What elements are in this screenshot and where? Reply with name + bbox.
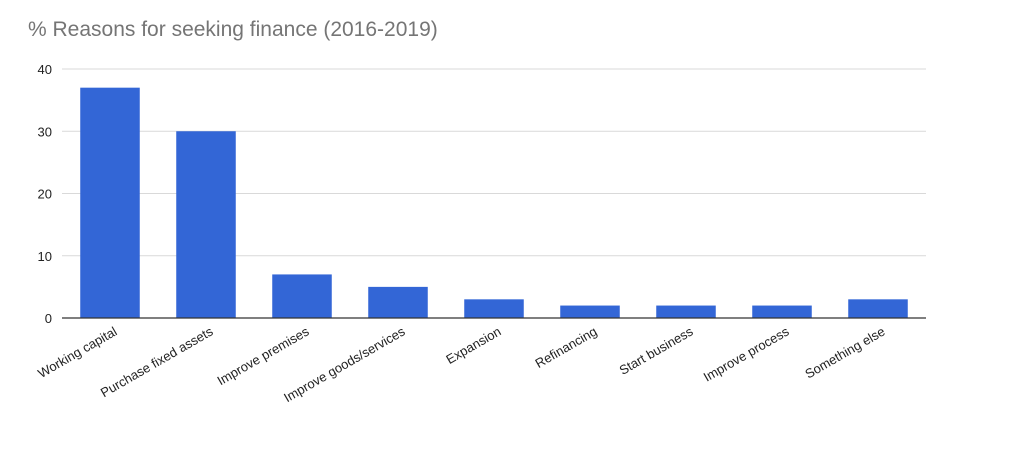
- y-axis-tick-labels: 0 10 20 30 40: [38, 62, 52, 326]
- bar-improve-process: [752, 305, 812, 318]
- y-tick-label: 30: [38, 124, 52, 139]
- chart-title: % Reasons for seeking finance (2016-2019…: [28, 18, 438, 41]
- y-tick-label: 0: [45, 311, 52, 326]
- x-category-label: Start business: [617, 323, 696, 377]
- bar-refinancing: [560, 305, 620, 318]
- bar-something-else: [848, 299, 908, 318]
- x-category-label: Improve premises: [215, 323, 312, 388]
- y-tick-label: 40: [38, 62, 52, 77]
- bar-purchase-fixed-assets: [176, 131, 236, 318]
- x-category-label: Improve process: [701, 323, 792, 384]
- bar-working-capital: [80, 87, 140, 318]
- bar-improve-premises: [272, 274, 332, 318]
- bar-improve-goods-services: [368, 286, 428, 318]
- y-tick-label: 20: [38, 187, 52, 202]
- x-category-label: Working capital: [35, 324, 119, 381]
- x-category-label: Expansion: [443, 324, 503, 367]
- bar-start-business: [656, 305, 716, 318]
- y-tick-label: 10: [38, 249, 52, 264]
- x-category-label: Something else: [802, 324, 887, 382]
- x-category-label: Refinancing: [533, 324, 600, 371]
- bar-expansion: [464, 299, 524, 318]
- bars: [80, 87, 908, 318]
